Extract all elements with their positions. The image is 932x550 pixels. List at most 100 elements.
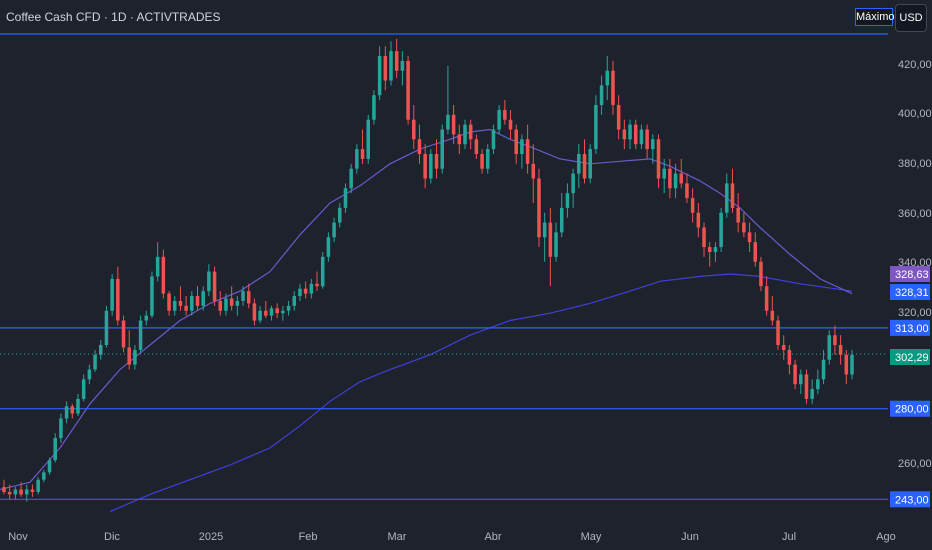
candle-body bbox=[201, 291, 205, 306]
candle-body bbox=[2, 487, 6, 492]
candle-body bbox=[781, 345, 786, 350]
candle bbox=[406, 56, 410, 125]
candle bbox=[645, 124, 649, 159]
time-axis[interactable]: Nov Dic 2025 Feb Mar Abr May Jun Jul Ago bbox=[8, 531, 896, 543]
candle-body bbox=[571, 173, 575, 194]
candle bbox=[725, 173, 729, 218]
candle-body bbox=[559, 207, 564, 233]
time-tick-label: Ago bbox=[876, 531, 896, 543]
candle-body bbox=[144, 315, 149, 321]
candle-body bbox=[383, 56, 388, 81]
candle-body bbox=[577, 154, 581, 174]
candle bbox=[110, 274, 114, 316]
candle bbox=[275, 303, 279, 319]
candle bbox=[639, 124, 644, 150]
price-tag-bg bbox=[890, 266, 930, 282]
candle-body bbox=[719, 212, 723, 248]
candle bbox=[144, 310, 149, 326]
candle-body bbox=[229, 298, 234, 306]
candle bbox=[685, 173, 689, 203]
candle bbox=[167, 291, 171, 316]
price-tick-label: 380,00 bbox=[898, 158, 932, 170]
candle-body bbox=[309, 283, 314, 294]
candle bbox=[104, 305, 109, 348]
candle bbox=[13, 487, 18, 500]
candle bbox=[651, 134, 655, 164]
candle-body bbox=[810, 389, 814, 399]
candle-body bbox=[281, 310, 285, 314]
candle-body bbox=[150, 276, 154, 316]
candle bbox=[286, 300, 291, 316]
candle-body bbox=[138, 320, 143, 350]
candle bbox=[19, 482, 23, 497]
candle bbox=[70, 403, 75, 419]
candle-body bbox=[702, 227, 706, 248]
candle-body bbox=[7, 491, 12, 495]
candle-body bbox=[360, 149, 365, 159]
candle-body bbox=[258, 310, 262, 321]
candle bbox=[412, 105, 416, 150]
candle-body bbox=[485, 149, 490, 169]
candle bbox=[292, 291, 297, 311]
price-axis[interactable]: 420,00 400,00 380,00 360,00 340,00 320,00 260,… bbox=[898, 59, 932, 470]
candle-body bbox=[668, 168, 672, 189]
candle bbox=[577, 144, 581, 189]
time-tick-label: Jun bbox=[681, 531, 699, 543]
candle-body bbox=[423, 154, 427, 179]
candle-body bbox=[355, 149, 359, 169]
candle bbox=[241, 286, 245, 306]
candle-body bbox=[224, 298, 228, 311]
candle bbox=[133, 345, 137, 370]
level-tag-label: 280,00 bbox=[895, 404, 929, 416]
max-level-tag[interactable]: Máximo bbox=[855, 8, 895, 26]
candle bbox=[434, 139, 439, 179]
candle-body bbox=[298, 288, 302, 297]
candle-body bbox=[645, 129, 649, 150]
candle-body bbox=[429, 154, 433, 179]
currency-button[interactable]: USD bbox=[895, 4, 927, 32]
candle-body bbox=[685, 183, 689, 199]
candle bbox=[42, 469, 46, 483]
candle-body bbox=[446, 114, 450, 130]
candle bbox=[372, 90, 376, 125]
candle-body bbox=[36, 479, 40, 492]
candle-body bbox=[457, 134, 462, 145]
candle-body bbox=[730, 183, 735, 208]
candle bbox=[799, 369, 803, 394]
candle bbox=[332, 217, 336, 243]
candle bbox=[64, 401, 69, 424]
candle bbox=[628, 119, 632, 150]
candle bbox=[565, 183, 570, 218]
candle-body bbox=[42, 472, 46, 480]
candle bbox=[394, 38, 399, 79]
candle-body bbox=[548, 222, 553, 257]
candle-body bbox=[116, 278, 120, 321]
moving-average-short bbox=[0, 128, 853, 491]
candle bbox=[269, 305, 274, 321]
candle bbox=[150, 271, 154, 319]
candle bbox=[30, 484, 35, 497]
level-tag-bg bbox=[890, 319, 930, 336]
candle-body bbox=[30, 489, 35, 492]
candle bbox=[707, 242, 712, 267]
candle bbox=[383, 46, 388, 91]
candle-body bbox=[286, 305, 291, 311]
candle bbox=[47, 457, 52, 475]
candle bbox=[195, 286, 200, 311]
candle bbox=[298, 283, 302, 301]
candle-body bbox=[787, 349, 792, 365]
time-tick-label: Feb bbox=[299, 531, 318, 543]
candle bbox=[537, 168, 541, 248]
candle-body bbox=[844, 354, 849, 375]
candle bbox=[656, 134, 661, 189]
candle bbox=[713, 242, 718, 262]
candle-body bbox=[246, 291, 251, 304]
candle bbox=[98, 340, 103, 360]
candle bbox=[810, 379, 814, 404]
candle-body bbox=[13, 489, 18, 495]
candle bbox=[793, 359, 797, 390]
candle-body bbox=[389, 51, 393, 81]
candle-body bbox=[537, 178, 541, 238]
candle bbox=[252, 298, 257, 326]
